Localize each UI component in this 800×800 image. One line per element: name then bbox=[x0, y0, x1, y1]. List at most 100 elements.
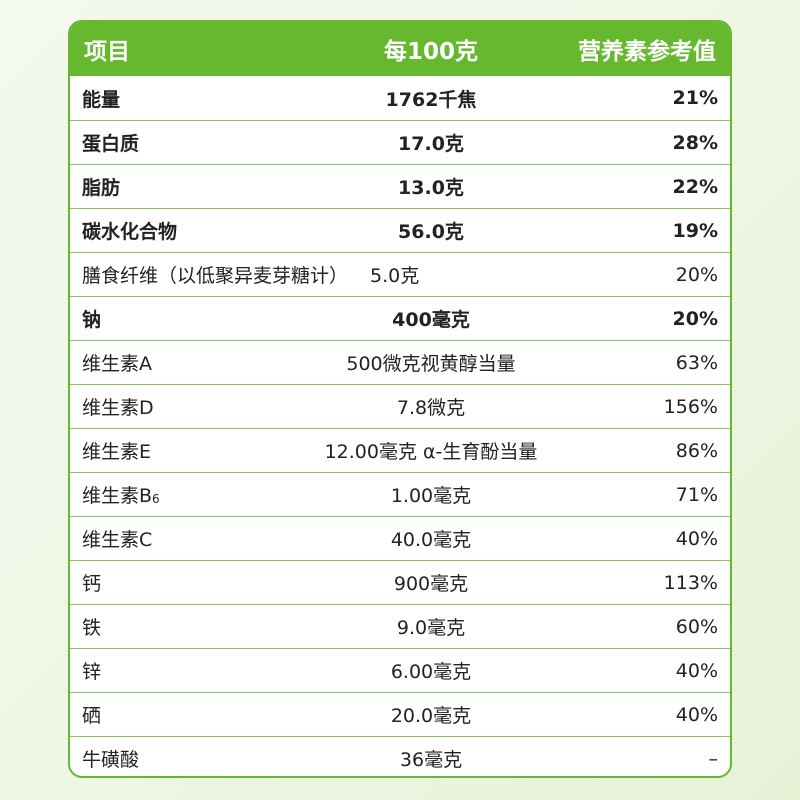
row-item-text: 钠 bbox=[82, 309, 102, 331]
table-row: 钙 900毫克 113% bbox=[70, 560, 730, 604]
row-item-text: 维生素B bbox=[82, 485, 153, 507]
row-per-100g: 400毫克 bbox=[300, 305, 562, 332]
table-row: 维生素B6 1.00毫克 71% bbox=[70, 472, 730, 516]
row-nrv-text: 19% bbox=[672, 219, 718, 242]
row-nrv-text: 28% bbox=[672, 131, 718, 154]
row-per-100g-text: 13.0克 bbox=[398, 177, 464, 199]
row-item: 蛋白质 bbox=[70, 129, 300, 156]
row-nrv-text: 156% bbox=[663, 395, 718, 418]
row-nrv: 63% bbox=[562, 352, 730, 374]
row-nrv-text: 20% bbox=[672, 307, 718, 330]
row-item: 维生素D bbox=[70, 393, 300, 420]
row-item-text: 碳水化合物 bbox=[82, 221, 178, 243]
row-per-100g: 500微克视黄醇当量 bbox=[300, 349, 562, 376]
row-item-text: 维生素C bbox=[82, 529, 153, 551]
row-per-100g-text: 17.0克 bbox=[398, 133, 464, 155]
row-nrv-text: 21% bbox=[672, 87, 718, 109]
row-nrv: – bbox=[562, 748, 730, 770]
row-nrv: 71% bbox=[562, 484, 730, 506]
row-nrv: 113% bbox=[562, 572, 730, 594]
nutrition-table: 项目 每100克 营养素参考值 能量 1762千焦 21% 蛋白质 17.0克 28% 脂肪… bbox=[68, 20, 732, 778]
table-row: 维生素C 40.0毫克 40% bbox=[70, 516, 730, 560]
table-row: 牛磺酸 36毫克 – bbox=[70, 736, 730, 776]
row-item-text: 铁 bbox=[82, 617, 102, 639]
table-row: 铁 9.0毫克 60% bbox=[70, 604, 730, 648]
table-row: 维生素E 12.00毫克 α-生育酚当量 86% bbox=[70, 428, 730, 472]
row-nrv: 21% bbox=[562, 87, 730, 109]
table-body: 能量 1762千焦 21% 蛋白质 17.0克 28% 脂肪 13.0克 22% 碳水化合物 56.… bbox=[70, 76, 730, 776]
row-nrv-text: 71% bbox=[675, 483, 718, 506]
row-per-100g-text: 6.00毫克 bbox=[390, 661, 472, 683]
row-nrv: 86% bbox=[562, 440, 730, 462]
row-item-text: 锌 bbox=[82, 661, 102, 683]
row-per-100g: 9.0毫克 bbox=[300, 613, 562, 640]
table-row: 碳水化合物 56.0克 19% bbox=[70, 208, 730, 252]
table-row: 维生素A 500微克视黄醇当量 63% bbox=[70, 340, 730, 384]
row-nrv: 22% bbox=[562, 176, 730, 198]
row-item: 膳食纤维（以低聚异麦芽糖计） bbox=[70, 261, 370, 288]
row-per-100g: 17.0克 bbox=[300, 129, 562, 156]
row-per-100g: 13.0克 bbox=[300, 173, 562, 200]
row-item-text: 能量 bbox=[82, 88, 121, 111]
row-per-100g: 1762千焦 bbox=[300, 85, 562, 112]
row-nrv-text: 60% bbox=[675, 615, 718, 638]
table-row: 锌 6.00毫克 40% bbox=[70, 648, 730, 692]
row-per-100g-text: 500微克视黄醇当量 bbox=[346, 353, 516, 375]
row-nrv: 20% bbox=[430, 264, 730, 286]
row-item: 硒 bbox=[70, 701, 300, 728]
row-nrv-text: 22% bbox=[672, 175, 718, 198]
row-item: 钙 bbox=[70, 569, 300, 596]
table-row: 硒 20.0毫克 40% bbox=[70, 692, 730, 736]
row-per-100g-text: 400毫克 bbox=[392, 309, 470, 331]
row-item-subscript: 6 bbox=[152, 492, 160, 506]
row-nrv: 28% bbox=[562, 132, 730, 154]
row-per-100g: 56.0克 bbox=[300, 217, 562, 244]
table-row: 能量 1762千焦 21% bbox=[70, 76, 730, 120]
row-item-text: 脂肪 bbox=[82, 177, 121, 199]
table-row: 脂肪 13.0克 22% bbox=[70, 164, 730, 208]
row-nrv-text: 63% bbox=[675, 351, 718, 374]
row-item-text: 维生素D bbox=[82, 397, 154, 419]
row-per-100g-text: 1.00毫克 bbox=[390, 485, 472, 507]
row-nrv: 20% bbox=[562, 308, 730, 330]
row-item: 维生素C bbox=[70, 525, 300, 552]
row-nrv-text: – bbox=[708, 747, 719, 770]
row-per-100g-text: 7.8微克 bbox=[396, 397, 466, 419]
row-nrv-text: 40% bbox=[675, 659, 718, 682]
row-per-100g-text: 5.0克 bbox=[370, 265, 420, 287]
row-nrv: 40% bbox=[562, 528, 730, 550]
table-header: 项目 每100克 营养素参考值 bbox=[70, 22, 730, 76]
row-item: 脂肪 bbox=[70, 173, 300, 200]
row-nrv: 156% bbox=[562, 396, 730, 418]
row-per-100g-text: 9.0毫克 bbox=[396, 617, 466, 639]
row-per-100g: 40.0毫克 bbox=[300, 525, 562, 552]
row-per-100g-text: 36毫克 bbox=[399, 749, 463, 771]
table-row: 维生素D 7.8微克 156% bbox=[70, 384, 730, 428]
row-item: 维生素E bbox=[70, 437, 300, 464]
row-per-100g-text: 56.0克 bbox=[398, 221, 464, 243]
row-item: 钠 bbox=[70, 305, 300, 332]
row-per-100g: 20.0毫克 bbox=[300, 701, 562, 728]
header-nrv: 营养素参考值 bbox=[578, 39, 716, 65]
row-nrv: 19% bbox=[562, 220, 730, 242]
row-item-text: 膳食纤维（以低聚异麦芽糖计） bbox=[82, 265, 349, 287]
header-per-100g: 每100克 bbox=[383, 39, 478, 65]
row-item-text: 维生素A bbox=[82, 353, 152, 375]
row-item: 能量 bbox=[70, 85, 300, 112]
row-item: 铁 bbox=[70, 613, 300, 640]
row-item: 锌 bbox=[70, 657, 300, 684]
table-row: 蛋白质 17.0克 28% bbox=[70, 120, 730, 164]
row-item-text: 牛磺酸 bbox=[82, 749, 140, 771]
row-nrv-text: 20% bbox=[675, 263, 718, 286]
row-item: 碳水化合物 bbox=[70, 217, 300, 244]
row-per-100g-text: 20.0毫克 bbox=[390, 705, 472, 727]
table-row: 膳食纤维（以低聚异麦芽糖计） 5.0克 20% bbox=[70, 252, 730, 296]
row-item-text: 硒 bbox=[82, 705, 102, 727]
row-nrv-text: 86% bbox=[675, 439, 718, 462]
row-item: 维生素B6 bbox=[70, 481, 300, 508]
row-nrv-text: 40% bbox=[675, 527, 718, 550]
row-nrv: 40% bbox=[562, 704, 730, 726]
header-item: 项目 bbox=[84, 39, 130, 65]
row-per-100g: 7.8微克 bbox=[300, 393, 562, 420]
row-per-100g: 5.0克 bbox=[370, 261, 430, 288]
